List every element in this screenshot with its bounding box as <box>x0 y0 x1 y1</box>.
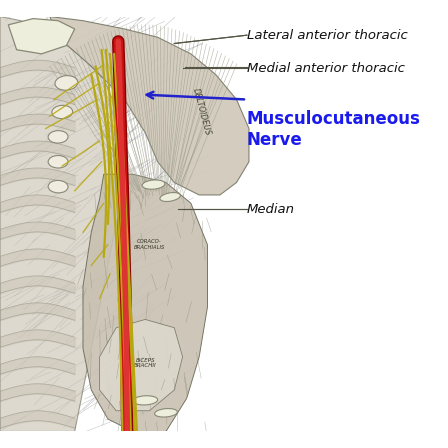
Ellipse shape <box>160 193 181 202</box>
Ellipse shape <box>48 155 68 168</box>
Ellipse shape <box>55 76 78 90</box>
Text: CORACO-
BRACHIALIS: CORACO- BRACHIALIS <box>134 239 165 250</box>
Text: Medial anterior thoracic: Medial anterior thoracic <box>247 62 405 75</box>
Polygon shape <box>99 319 183 411</box>
Text: Median: Median <box>247 203 295 216</box>
Polygon shape <box>9 19 75 54</box>
Ellipse shape <box>155 409 177 417</box>
Ellipse shape <box>142 180 165 189</box>
Text: BICEPS
BRACHII: BICEPS BRACHII <box>134 358 156 368</box>
Polygon shape <box>83 174 207 431</box>
Polygon shape <box>0 17 125 431</box>
Ellipse shape <box>48 131 68 143</box>
Ellipse shape <box>48 181 68 193</box>
Ellipse shape <box>52 105 73 119</box>
Text: DELTOIDEUS: DELTOIDEUS <box>190 87 212 137</box>
Ellipse shape <box>133 396 158 405</box>
Text: Musculocutaneous
Nerve: Musculocutaneous Nerve <box>247 110 421 149</box>
Polygon shape <box>50 17 249 195</box>
Text: Lateral anterior thoracic: Lateral anterior thoracic <box>247 29 408 42</box>
